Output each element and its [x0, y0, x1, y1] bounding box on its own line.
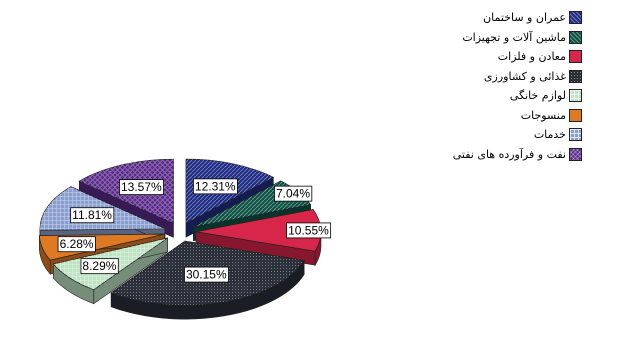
legend-item-4: غذائی و کشاورزی — [432, 67, 582, 87]
pie-slice-3 — [195, 209, 322, 267]
legend-label: لوازم خانگی — [509, 89, 566, 103]
legend-item-5: لوازم خانگی — [432, 86, 582, 106]
chart-legend: عمران و ساختمان ماشین آلات و تجهیزات معادن… — [432, 8, 582, 164]
data-label-text: 11.81% — [72, 208, 112, 222]
legend-label: معادن و فلزات — [497, 50, 566, 64]
legend-item-6: منسوجات — [432, 106, 582, 126]
data-label-text: 13.57% — [121, 180, 162, 194]
legend-label: ماشین آلات و تجهیزات — [462, 30, 566, 44]
legend-item-7: خدمات — [432, 125, 582, 145]
legend-swatch — [569, 147, 582, 161]
data-label-text: 6.28% — [60, 237, 94, 251]
legend-label: غذائی و کشاورزی — [483, 69, 566, 83]
data-label-4: 30.15% — [184, 266, 229, 283]
data-label-text: 12.31% — [195, 179, 236, 193]
legend-swatch — [569, 128, 582, 142]
legend-label: منسوجات — [520, 108, 566, 122]
data-label-1: 12.31% — [193, 178, 238, 195]
data-label-3: 10.55% — [286, 222, 332, 239]
data-label-2: 7.04% — [274, 185, 313, 202]
data-label-text: 7.04% — [276, 187, 310, 201]
legend-item-8: نفت و فرآورده های نفتی — [432, 145, 582, 165]
legend-swatch — [569, 30, 582, 44]
legend-label: عمران و ساختمان — [483, 11, 566, 25]
data-label-5: 8.29% — [80, 258, 119, 275]
legend-swatch — [569, 89, 582, 103]
legend-item-3: معادن و فلزات — [432, 47, 582, 67]
legend-item-1: عمران و ساختمان — [432, 8, 582, 28]
legend-label: خدمات — [533, 128, 566, 142]
data-label-text: 30.15% — [186, 268, 227, 282]
legend-item-2: ماشین آلات و تجهیزات — [432, 28, 582, 48]
legend-label: نفت و فرآورده های نفتی — [452, 147, 566, 161]
legend-swatch — [569, 11, 582, 25]
legend-swatch — [569, 50, 582, 64]
data-label-7: 11.81% — [70, 207, 115, 224]
data-label-text: 10.55% — [288, 223, 329, 237]
data-label-6: 6.28% — [57, 236, 96, 253]
legend-swatch — [569, 108, 582, 122]
data-label-text: 8.29% — [82, 259, 116, 273]
legend-swatch — [569, 69, 582, 83]
data-label-8: 13.57% — [119, 179, 164, 196]
